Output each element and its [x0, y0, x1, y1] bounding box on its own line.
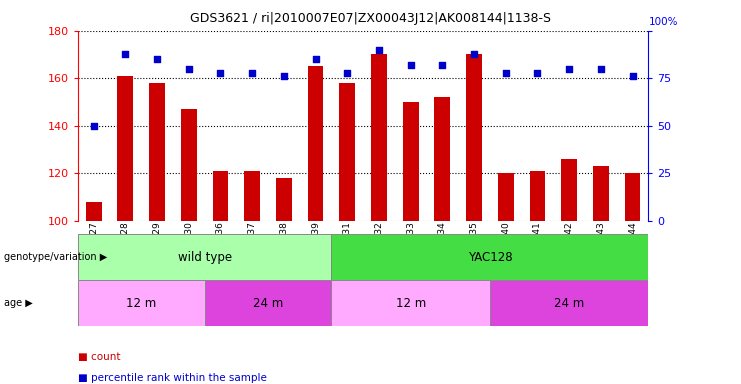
Point	[87, 123, 99, 129]
Point	[373, 46, 385, 53]
Text: GSM491339: GSM491339	[311, 221, 320, 276]
Point	[563, 66, 575, 72]
Point	[310, 56, 322, 62]
Bar	[276, 178, 292, 221]
Bar	[434, 97, 451, 221]
Bar	[149, 83, 165, 221]
Point	[627, 73, 639, 79]
Text: GSM491331: GSM491331	[343, 221, 352, 276]
Point	[499, 70, 511, 76]
Bar	[331, 234, 648, 280]
Bar	[371, 55, 387, 221]
Point	[405, 62, 416, 68]
Bar	[593, 166, 609, 221]
Text: GSM491328: GSM491328	[121, 221, 130, 276]
Bar	[308, 66, 324, 221]
Point	[278, 73, 290, 79]
Text: ■ percentile rank within the sample: ■ percentile rank within the sample	[78, 373, 267, 383]
Point	[246, 70, 258, 76]
Bar	[490, 280, 648, 326]
Text: GSM491338: GSM491338	[279, 221, 288, 276]
Text: ■ count: ■ count	[78, 352, 120, 362]
Text: GSM491344: GSM491344	[628, 221, 637, 276]
Point	[215, 70, 227, 76]
Text: GSM491334: GSM491334	[438, 221, 447, 276]
Text: GSM491336: GSM491336	[216, 221, 225, 276]
Point	[531, 70, 543, 76]
Text: GSM491333: GSM491333	[406, 221, 415, 276]
Text: 24 m: 24 m	[554, 297, 584, 310]
Text: GSM491330: GSM491330	[185, 221, 193, 276]
Text: age ▶: age ▶	[4, 298, 33, 308]
Point	[468, 50, 480, 56]
Text: GSM491329: GSM491329	[153, 221, 162, 276]
Text: wild type: wild type	[178, 251, 232, 264]
Text: 12 m: 12 m	[396, 297, 426, 310]
Text: GDS3621 / ri|2010007E07|ZX00043J12|AK008144|1138-S: GDS3621 / ri|2010007E07|ZX00043J12|AK008…	[190, 12, 551, 25]
Bar	[181, 109, 196, 221]
Point	[151, 56, 163, 62]
Text: GSM491335: GSM491335	[470, 221, 479, 276]
Bar	[78, 234, 331, 280]
Point	[119, 50, 131, 56]
Bar	[78, 280, 205, 326]
Text: GSM491342: GSM491342	[565, 221, 574, 276]
Bar	[213, 171, 228, 221]
Bar	[498, 173, 514, 221]
Bar	[86, 202, 102, 221]
Text: 12 m: 12 m	[126, 297, 156, 310]
Text: GSM491341: GSM491341	[533, 221, 542, 276]
Bar	[530, 171, 545, 221]
Text: GSM491340: GSM491340	[501, 221, 511, 276]
Text: 24 m: 24 m	[253, 297, 283, 310]
Point	[342, 70, 353, 76]
Text: GSM491327: GSM491327	[89, 221, 98, 276]
Bar	[466, 55, 482, 221]
Text: GSM491332: GSM491332	[374, 221, 383, 276]
Text: YAC128: YAC128	[468, 251, 512, 264]
Text: genotype/variation ▶: genotype/variation ▶	[4, 252, 107, 262]
Bar	[117, 76, 133, 221]
Bar	[205, 280, 331, 326]
Text: GSM491337: GSM491337	[247, 221, 256, 276]
Point	[183, 66, 195, 72]
Bar	[625, 173, 640, 221]
Text: 100%: 100%	[648, 17, 678, 27]
Point	[436, 62, 448, 68]
Bar	[331, 280, 490, 326]
Point	[595, 66, 607, 72]
Bar	[339, 83, 355, 221]
Bar	[245, 171, 260, 221]
Bar	[561, 159, 577, 221]
Bar	[402, 102, 419, 221]
Text: GSM491343: GSM491343	[597, 221, 605, 276]
